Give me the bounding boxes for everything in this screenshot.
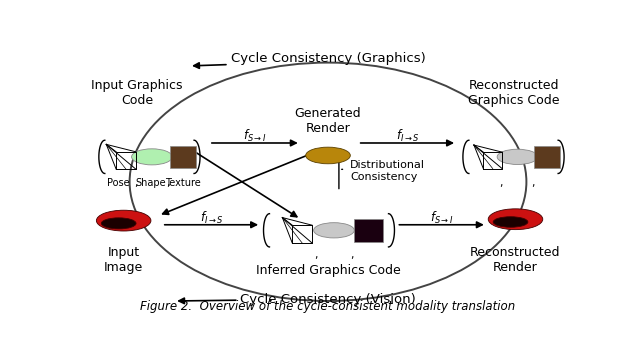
Ellipse shape <box>97 210 151 231</box>
Text: $f_{I\rightarrow S}$: $f_{I\rightarrow S}$ <box>200 210 223 226</box>
Text: Pose: Pose <box>108 178 130 188</box>
Ellipse shape <box>493 217 528 227</box>
Text: ,: , <box>134 177 138 188</box>
Text: Distributional
Consistency: Distributional Consistency <box>350 160 426 181</box>
Bar <box>534 146 560 168</box>
Bar <box>170 146 196 168</box>
Ellipse shape <box>132 149 172 165</box>
Text: Texture: Texture <box>164 178 200 188</box>
Text: ,: , <box>532 178 535 188</box>
Text: $f_{I\rightarrow S}$: $f_{I\rightarrow S}$ <box>396 128 419 144</box>
Text: Shape: Shape <box>136 178 166 188</box>
Text: Cycle Consistency (Graphics): Cycle Consistency (Graphics) <box>230 51 426 64</box>
Text: Cycle Consistency (Vision): Cycle Consistency (Vision) <box>240 293 416 306</box>
Text: Input Graphics
Code: Input Graphics Code <box>92 79 183 107</box>
Text: Generated
Render: Generated Render <box>294 107 362 135</box>
Text: Input
Image: Input Image <box>104 246 143 274</box>
Text: ,: , <box>499 178 503 188</box>
Text: Inferred Graphics Code: Inferred Graphics Code <box>255 264 401 276</box>
Ellipse shape <box>306 147 350 164</box>
Ellipse shape <box>488 209 543 230</box>
Ellipse shape <box>497 149 538 165</box>
Text: ,: , <box>166 177 170 188</box>
Bar <box>355 219 383 242</box>
Text: ,: , <box>350 250 353 260</box>
Text: Reconstructed
Render: Reconstructed Render <box>470 246 561 274</box>
Ellipse shape <box>314 223 355 238</box>
Text: Figure 2.  Overview of the cycle-consistent modality translation: Figure 2. Overview of the cycle-consiste… <box>140 301 516 314</box>
Text: Reconstructed
Graphics Code: Reconstructed Graphics Code <box>468 79 560 107</box>
Text: $f_{S\rightarrow I}$: $f_{S\rightarrow I}$ <box>243 128 266 144</box>
Text: $f_{S\rightarrow I}$: $f_{S\rightarrow I}$ <box>430 210 454 226</box>
Ellipse shape <box>101 218 136 229</box>
Text: ,: , <box>314 250 317 260</box>
